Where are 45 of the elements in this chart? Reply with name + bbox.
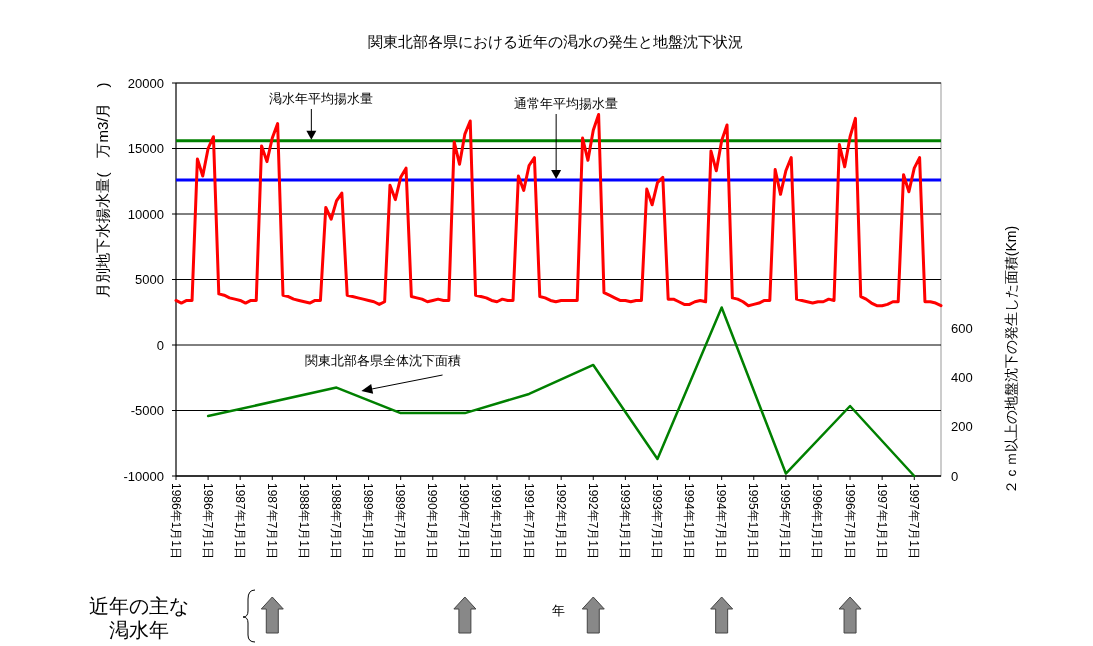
line-series — [206, 306, 916, 478]
x-tick-label: 1989年1月1日 — [361, 483, 376, 560]
x-tick-label: 1990年1月1日 — [425, 483, 440, 560]
y-axis-title: 月別地下水揚水量( 万m3/月 ) — [94, 82, 111, 298]
x-tick-label: 1997年1月1日 — [874, 483, 889, 560]
x-tick-label: 1996年7月1日 — [842, 483, 857, 560]
x-tick-label: 1996年1月1日 — [810, 483, 825, 560]
x-tick-label: 1986年7月1日 — [200, 483, 215, 560]
ref-line-label: 渇水年平均揚水量 — [269, 91, 374, 106]
x-tick-label: 1988年1月1日 — [296, 483, 311, 560]
y-tick-label: -5000 — [130, 403, 164, 418]
x-tick-label: 1994年7月1日 — [714, 483, 729, 560]
x-tick-label: 1993年7月1日 — [649, 483, 664, 560]
x-tick-label: 1995年1月1日 — [746, 483, 761, 560]
text: 年 — [551, 604, 566, 619]
chart-title: 関東北部各県における近年の渇水の発生と地盤沈下状況 — [367, 34, 743, 50]
y-tick-label: 10000 — [127, 206, 164, 222]
x-tick-label: 1987年7月1日 — [264, 483, 279, 560]
x-tick-label: 1995年7月1日 — [778, 483, 793, 560]
y-tick-label: -10000 — [123, 468, 164, 484]
ref-line-label: 通常年平均揚水量 — [514, 96, 619, 111]
x-tick-label: 1993年1月1日 — [617, 483, 632, 560]
y2-tick-label: 600 — [951, 321, 973, 337]
x-tick-label: 1991年7月1日 — [521, 483, 536, 560]
x-tick-label: 1986年1月1日 — [168, 483, 183, 560]
text: 近年の主な渇水年 — [88, 594, 190, 642]
y2-tick-label: 400 — [951, 370, 973, 386]
x-tick-label: 1990年7月1日 — [457, 483, 472, 560]
x-tick-label: 1989年7月1日 — [393, 483, 408, 560]
x-tick-label: 1988年7月1日 — [328, 483, 343, 560]
x-tick-label: 1997年7月1日 — [906, 483, 921, 560]
text: 関東北部各県全体沈下面積 — [304, 353, 461, 368]
line-series — [174, 112, 943, 308]
y-tick-label: 20000 — [127, 75, 164, 91]
x-tick-label: 1987年1月1日 — [232, 483, 247, 560]
y2-tick-label: 200 — [951, 419, 973, 435]
y2-tick-label: 0 — [951, 468, 959, 484]
y2-axis-title: ２ｃｍ以上の地盤沈下の発生した面積(Km) — [1003, 225, 1019, 495]
x-tick-label: 1992年1月1日 — [553, 483, 568, 560]
y-tick-label: 5000 — [135, 272, 164, 287]
x-tick-label: 1994年1月1日 — [682, 483, 697, 560]
y-tick-label: 0 — [156, 337, 164, 353]
x-tick-label: 1992年7月1日 — [585, 483, 600, 560]
x-tick-label: 1991年1月1日 — [489, 483, 504, 560]
y-tick-label: 15000 — [127, 141, 164, 156]
